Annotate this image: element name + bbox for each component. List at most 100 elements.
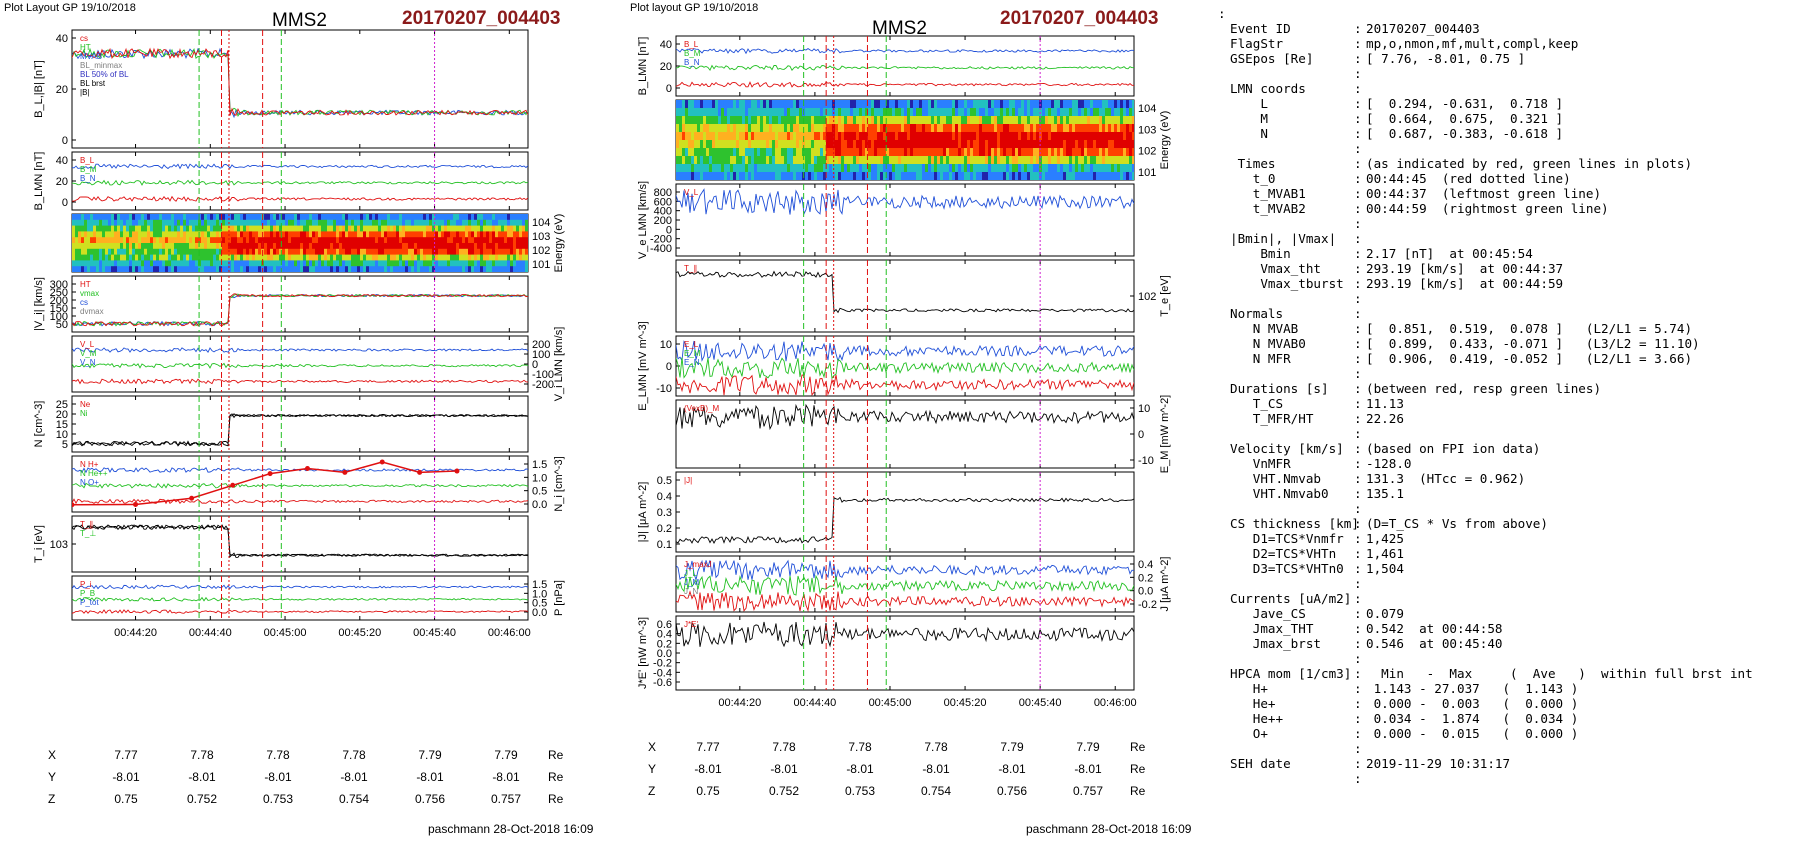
spectrogram-cell [177, 219, 181, 227]
spectrogram-cell [144, 237, 148, 244]
spectrogram-cell [300, 219, 304, 227]
spectrogram-cell [1072, 164, 1076, 173]
spectrogram-cell [456, 214, 460, 221]
info-key: t_MVAB1 [1230, 186, 1306, 201]
spectrogram-cell [763, 100, 767, 109]
spectrogram-cell [177, 260, 181, 267]
spectrogram-cell [1075, 140, 1079, 149]
spectrogram-cell [255, 231, 259, 238]
spectrogram-cell [904, 108, 908, 117]
spectrogram-cell [808, 100, 812, 109]
left-plot-layout-label: Plot Layout GP 19/10/2018 [4, 2, 136, 14]
spectrogram-cell [105, 214, 109, 221]
spectrogram-cell [153, 231, 157, 238]
spectrogram-cell [219, 237, 223, 244]
spectrogram-cell [102, 225, 106, 232]
spectrogram-cell [99, 214, 103, 221]
spectrogram-cell [111, 237, 115, 244]
spectrogram-cell [718, 116, 722, 125]
spectrogram-cell [961, 172, 965, 180]
spectrogram-cell [270, 225, 274, 232]
coord-value: -8.01 [1074, 762, 1102, 776]
spectrogram-cell [1006, 100, 1010, 109]
spectrogram-cell [811, 140, 815, 149]
spectrogram-cell [682, 156, 686, 165]
spectrogram-cell [1114, 172, 1118, 180]
series-line [676, 270, 1134, 314]
spectrogram-cell [195, 231, 199, 238]
spectrogram-cell [889, 116, 893, 125]
spectrogram-cell [820, 164, 824, 173]
spectrogram-cell [778, 172, 782, 180]
panel-frame [71, 275, 529, 333]
spectrogram-cell [895, 100, 899, 109]
spectrogram-cell [252, 266, 256, 272]
spectrogram-cell [396, 260, 400, 267]
spectrogram-cell [763, 108, 767, 117]
spectrogram-cell [709, 148, 713, 157]
spectrogram-cell [1114, 100, 1118, 109]
spectrogram-cell [342, 243, 346, 250]
spectrogram-cell [372, 231, 376, 238]
spectrogram-cell [1084, 140, 1088, 149]
middle-panel-4: 100-10E_LMN [mV m^-3] E_LE_ME_N [637, 321, 1135, 411]
spectrogram-cell [369, 248, 373, 256]
spectrogram-cell [495, 254, 499, 261]
spectrogram-cell [429, 260, 433, 267]
spectrogram-cell [318, 260, 322, 267]
spectrogram-cell [691, 148, 695, 157]
spectrogram-cell [934, 100, 938, 109]
spectrogram-cell [198, 237, 202, 244]
spectrogram-cell [796, 132, 800, 141]
y-tick-label: 10 [1138, 403, 1150, 415]
spectrogram-cell [237, 266, 241, 272]
spectrogram-cell [874, 100, 878, 109]
spectrogram-cell [736, 116, 740, 125]
spectrogram-cell [682, 172, 686, 180]
spectrogram-cell [102, 260, 106, 267]
spectrogram-cell [507, 266, 511, 272]
info-key: T_CS [1230, 396, 1284, 411]
spectrogram-cell [363, 248, 367, 256]
spectrogram-cell [697, 172, 701, 180]
spectrogram-cell [1072, 148, 1076, 157]
spectrogram-cell [111, 231, 115, 238]
spectrogram-cell [384, 219, 388, 227]
y-axis-label: J [μA m^-2] [1159, 557, 1171, 612]
left-event-label: 20170207_004403 [402, 8, 561, 29]
spectrogram-cell [958, 164, 962, 173]
spectrogram-cell [375, 254, 379, 261]
info-key: M [1230, 111, 1268, 126]
spectrogram-cell [132, 260, 136, 267]
spectrogram-cell [1021, 164, 1025, 173]
x-tick-label: 00:45:20 [338, 627, 381, 639]
spectrogram-cell [333, 225, 337, 232]
spectrogram-cell [964, 116, 968, 125]
spectrogram-cell [817, 148, 821, 157]
spectrogram-cell [919, 172, 923, 180]
spectrogram-cell [390, 219, 394, 227]
spectrogram-cell [850, 140, 854, 149]
spectrogram-cell [814, 172, 818, 180]
spectrogram-cell [991, 172, 995, 180]
spectrogram-cell [411, 219, 415, 227]
spectrogram-cell [420, 231, 424, 238]
spectrogram-cell [201, 248, 205, 256]
spectrogram-cell [108, 219, 112, 227]
spectrogram-cell [784, 172, 788, 180]
spectrogram-cell [1051, 156, 1055, 165]
spectrogram-cell [691, 124, 695, 133]
spectrogram-cell [1117, 140, 1121, 149]
spectrogram-cell [522, 243, 526, 250]
spectrogram-cell [997, 116, 1001, 125]
spectrogram-cell [1039, 164, 1043, 173]
spectrogram-cell [105, 219, 109, 227]
spectrogram-cell [81, 214, 85, 221]
y-tick-label: 100 [50, 311, 68, 323]
info-value: 1.143 - 27.037 ( 1.143 ) [1366, 681, 1579, 696]
he-plus-plus-line [72, 461, 458, 506]
spectrogram-cell [228, 214, 232, 221]
spectrogram-cell [919, 116, 923, 125]
spectrogram-cell [871, 100, 875, 109]
spectrogram-cell [231, 248, 235, 256]
